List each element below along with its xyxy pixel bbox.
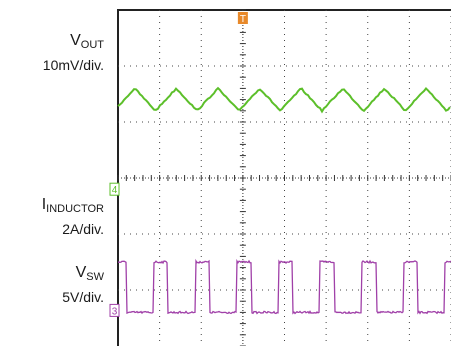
- vout-label-sub: OUT: [80, 39, 104, 51]
- trigger-box: [237, 12, 248, 24]
- inductor-label-main: I: [41, 196, 47, 213]
- vsw-scale: 5V/div.: [62, 289, 104, 305]
- traces: [117, 86, 451, 315]
- inductor-scale: 2A/div.: [62, 221, 104, 237]
- inductor-label-sub: INDUCTOR: [46, 203, 104, 215]
- inductor-label: IINDUCTOR 2A/div.: [41, 196, 104, 238]
- trigger-marker: T: [237, 12, 248, 25]
- vsw-label: VSW 5V/div.: [62, 264, 104, 306]
- inductor-trace: [117, 86, 451, 114]
- channel-3-marker-text: 3: [112, 306, 118, 317]
- vsw-label-main: V: [75, 264, 87, 281]
- channel-3-marker: 3: [109, 303, 120, 317]
- channel-4-marker: 4: [109, 182, 120, 196]
- vsw-label-sub: SW: [86, 271, 104, 283]
- vout-label-main: V: [70, 32, 81, 49]
- markers: 143T: [109, 12, 248, 317]
- trigger-text: T: [240, 14, 246, 25]
- channel-3-marker-box: [109, 303, 120, 317]
- vout-scale: 10mV/div.: [42, 57, 104, 73]
- vsw-trace: [117, 258, 451, 315]
- grid: [117, 9, 451, 346]
- channel-4-marker-text: 4: [112, 185, 118, 196]
- vout-label: VOUT 10mV/div.: [42, 32, 104, 74]
- channel-4-marker-box: [109, 182, 120, 196]
